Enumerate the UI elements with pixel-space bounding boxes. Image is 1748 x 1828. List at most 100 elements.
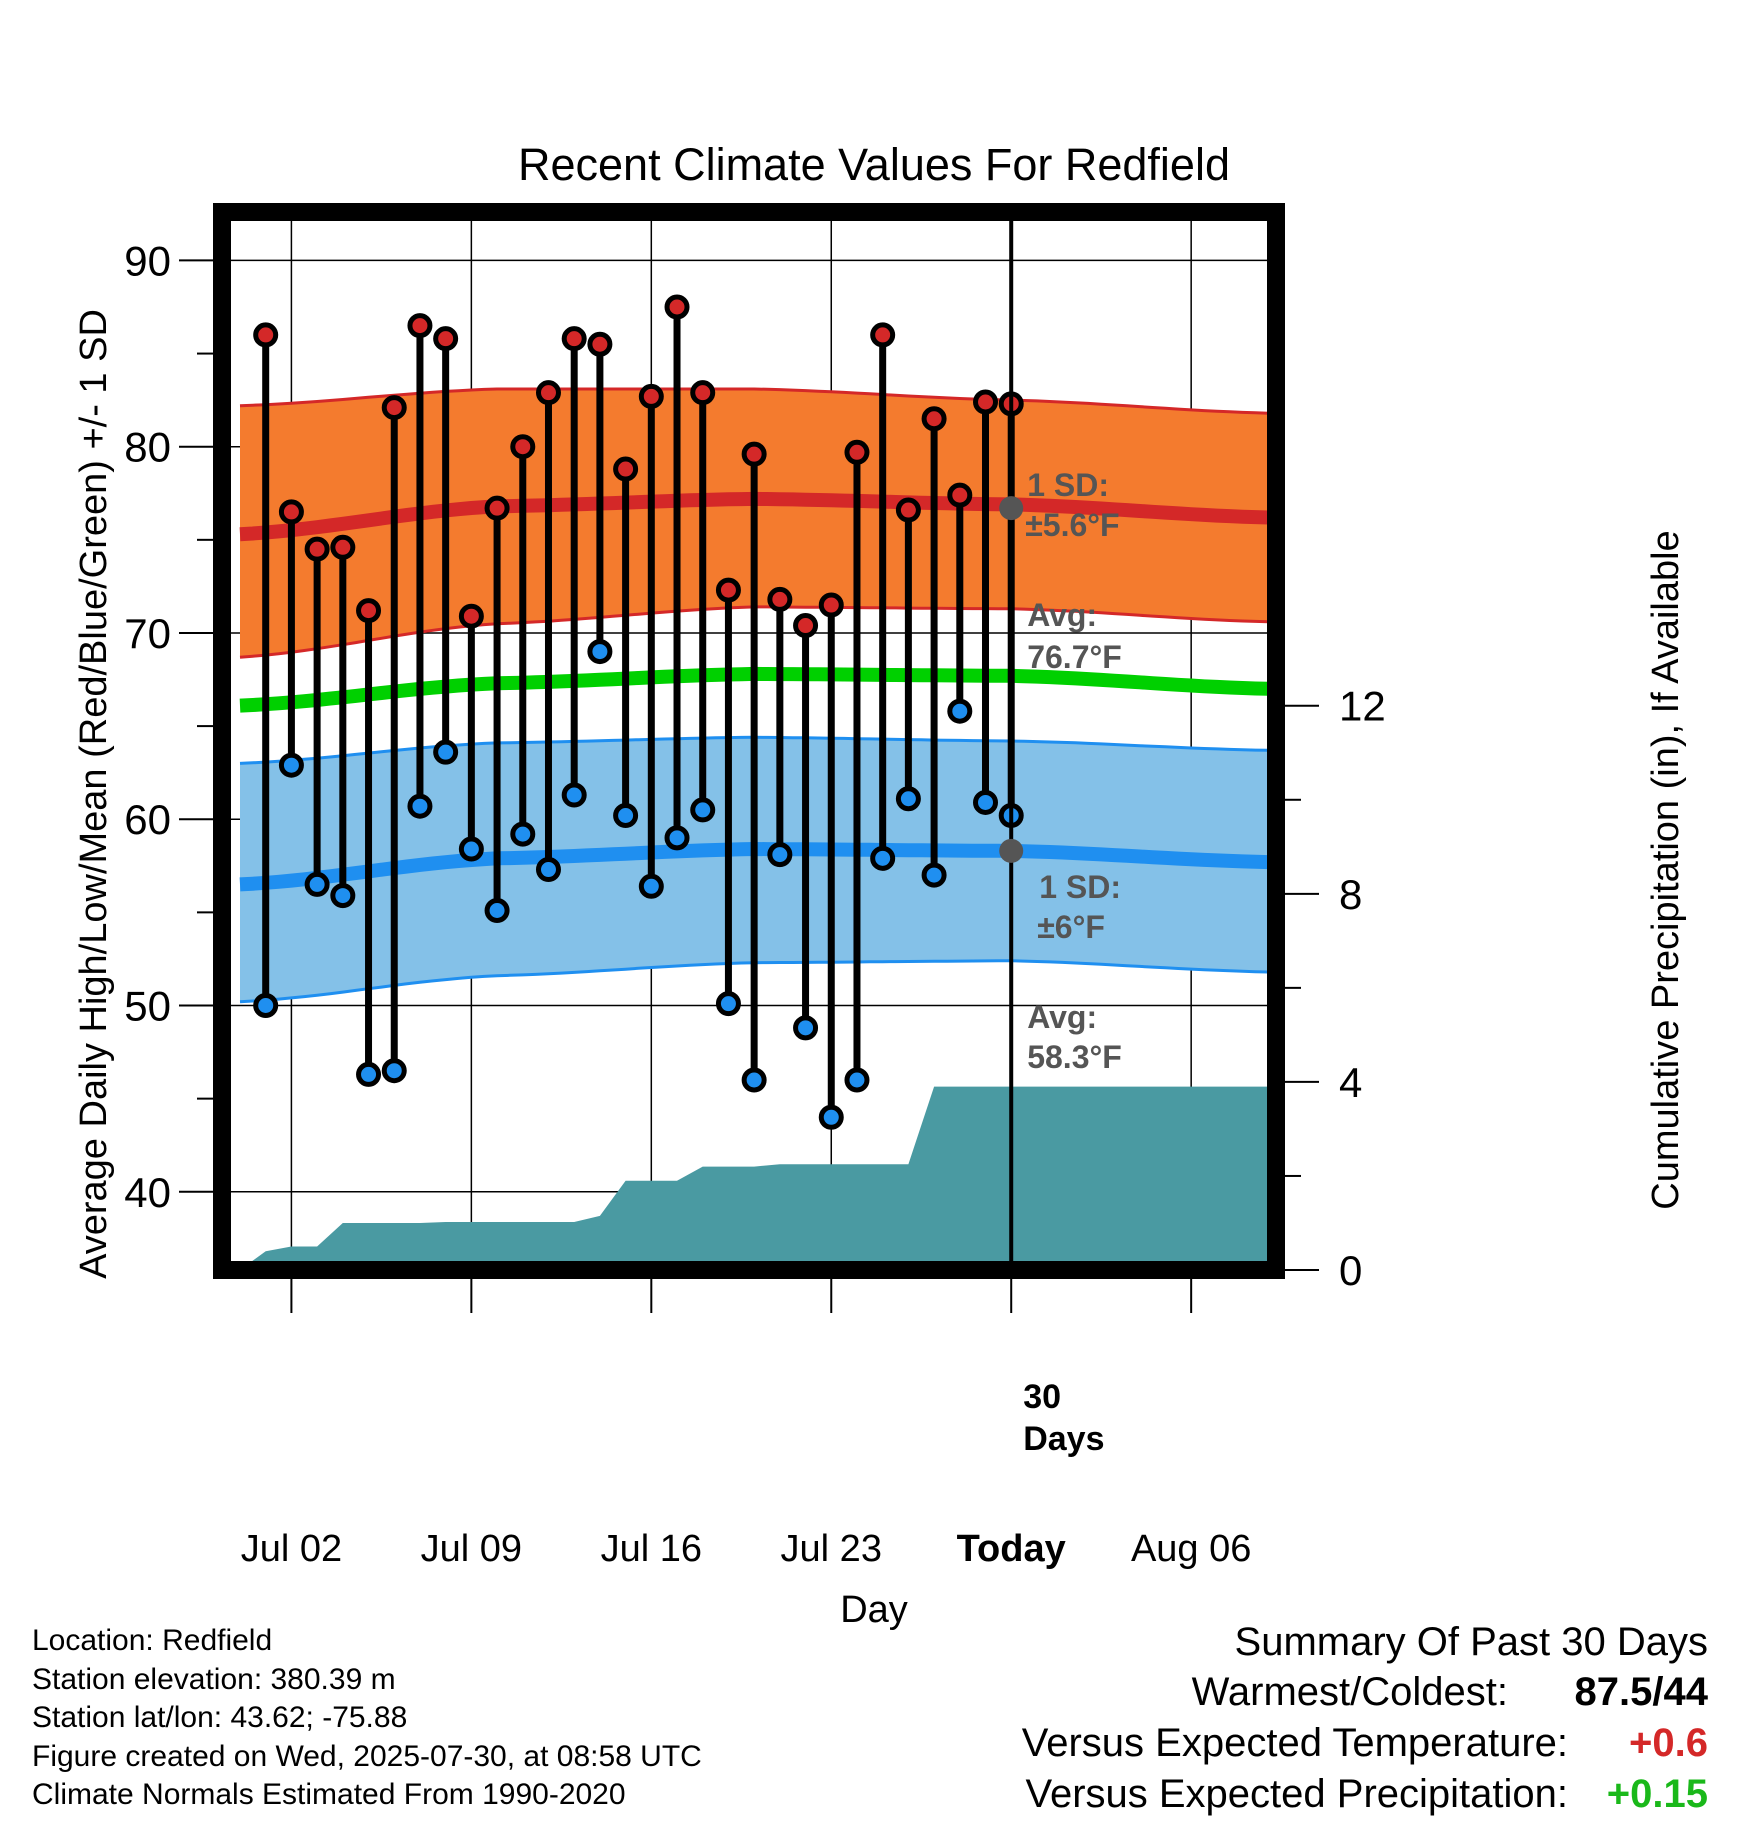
latlon-text: Station lat/lon: 43.62; -75.88 xyxy=(32,1701,408,1734)
plot-frame xyxy=(213,203,1285,1279)
daily-high-point xyxy=(973,389,999,415)
today-low-avg-marker xyxy=(999,838,1024,863)
daily-low-point xyxy=(613,803,639,829)
precipitation-value: +0.15 xyxy=(1606,1772,1708,1816)
daily-low-point xyxy=(870,845,896,871)
daily-low-point xyxy=(330,883,356,909)
x-tick-label: Jul 16 xyxy=(601,1528,702,1570)
daily-low-point xyxy=(253,993,279,1018)
y2-tick-label: 4 xyxy=(1339,1059,1362,1106)
y-tick-label: 40 xyxy=(124,1169,171,1216)
created-text: Figure created on Wed, 2025-07-30, at 08… xyxy=(32,1739,702,1773)
cumulative-precip-area xyxy=(240,1086,1269,1270)
daily-high-point xyxy=(253,322,279,348)
y2-tick-label: 0 xyxy=(1339,1247,1362,1294)
today-high-avg-marker xyxy=(999,496,1024,521)
x-tick-label: Aug 06 xyxy=(1131,1528,1251,1570)
x-tick-label: Jul 02 xyxy=(241,1528,342,1570)
daily-high-point xyxy=(613,456,639,482)
daily-high-point xyxy=(356,598,382,624)
temperature-row: Versus Expected Temperature: +0.6 xyxy=(808,1721,1708,1772)
plot-border xyxy=(213,203,1285,1279)
daily-low-point xyxy=(278,752,304,778)
daily-high-point xyxy=(304,536,330,562)
daily-high-point xyxy=(741,441,767,467)
daily-high-point xyxy=(638,383,664,409)
normals-text: Climate Normals Estimated From 1990-2020 xyxy=(32,1778,626,1811)
daily-high-point xyxy=(278,499,304,525)
high-sd-label: 1 SD: xyxy=(1027,467,1109,503)
daily-high-point xyxy=(793,613,819,639)
daily-low-point xyxy=(818,1104,844,1130)
daily-low-point xyxy=(715,991,741,1017)
x-tick-label: Jul 09 xyxy=(421,1528,522,1570)
daily-low-point xyxy=(793,1015,819,1041)
warmest-label: Warmest/Coldest: xyxy=(1191,1670,1508,1714)
daily-low-point xyxy=(587,639,613,665)
daily-low-point xyxy=(664,825,690,851)
daily-low-point xyxy=(690,797,716,823)
low-avg-label: Avg: xyxy=(1027,999,1097,1035)
temperature-value: +0.6 xyxy=(1629,1721,1708,1765)
daily-high-point xyxy=(458,603,484,629)
daily-low-point xyxy=(356,1061,382,1087)
daily-low-point xyxy=(638,873,664,899)
daily-high-point xyxy=(535,380,561,406)
precipitation-area xyxy=(240,1086,1269,1270)
precipitation-label: Versus Expected Precipitation: xyxy=(1025,1772,1568,1816)
y2-tick-label: 12 xyxy=(1339,683,1386,730)
low-avg-value: 58.3°F xyxy=(1027,1039,1122,1075)
y-tick-label: 80 xyxy=(124,424,171,471)
y2-axis-label: Cumulative Precipitation (in), If Availa… xyxy=(1645,530,1687,1209)
high-avg-value: 76.7°F xyxy=(1027,639,1122,675)
normal-annotations: 1 SD: ±5.6°F Avg: 76.7°F 1 SD: ±6°F Avg: 58.3°F… xyxy=(999,212,1122,1458)
warmest-coldest-row: Warmest/Coldest: 87.5/44 xyxy=(808,1670,1708,1721)
daily-low-point xyxy=(484,898,510,924)
daily-high-point xyxy=(690,380,716,406)
station-info: Location: Redfield Station elevation: 38… xyxy=(32,1622,702,1815)
y-tick-label: 50 xyxy=(124,983,171,1030)
daily-high-point xyxy=(587,331,613,357)
daily-high-point xyxy=(484,495,510,521)
low-sd-label: 1 SD: xyxy=(1039,869,1121,905)
elevation-text: Station elevation: 380.39 m xyxy=(32,1662,396,1696)
precipitation-row: Versus Expected Precipitation: +0.15 xyxy=(808,1772,1708,1823)
x-tick-label: Jul 23 xyxy=(781,1528,882,1570)
daily-low-point xyxy=(458,836,484,862)
summary-panel: Summary Of Past 30 Days Warmest/Coldest:… xyxy=(808,1620,1708,1823)
daily-low-point xyxy=(510,821,536,847)
daily-low-point xyxy=(973,789,999,815)
daily-high-point xyxy=(381,395,407,421)
daily-high-point xyxy=(767,586,793,612)
period-label-days: Days xyxy=(1023,1420,1104,1458)
daily-low-point xyxy=(407,793,433,819)
daily-low-point xyxy=(304,871,330,897)
daily-low-point xyxy=(767,842,793,868)
daily-low-point xyxy=(895,786,921,812)
period-label-number: 30 xyxy=(1023,1378,1061,1416)
daily-high-point xyxy=(510,434,536,460)
summary-title: Summary Of Past 30 Days xyxy=(1234,1620,1708,1664)
daily-high-point xyxy=(947,482,973,508)
daily-low-point xyxy=(947,698,973,724)
chart-title: Recent Climate Values For Redfield xyxy=(518,139,1230,190)
daily-high-point xyxy=(818,592,844,618)
location-text: Location: Redfield xyxy=(32,1624,273,1657)
warmest-value: 87.5/44 xyxy=(1574,1670,1708,1714)
daily-high-point xyxy=(715,577,741,603)
low-sd-value: ±6°F xyxy=(1037,909,1105,945)
daily-high-point xyxy=(870,322,896,348)
y-tick-label: 70 xyxy=(124,610,171,657)
daily-high-point xyxy=(895,497,921,523)
daily-high-point xyxy=(561,326,587,352)
daily-low-point xyxy=(741,1067,767,1093)
daily-high-point xyxy=(921,406,947,432)
axes: 40 50 60 70 80 90 0 4 8 12 Jul 02 Jul 09 Jul 16 Jul 2… xyxy=(73,237,1687,1631)
daily-high-point xyxy=(330,534,356,560)
daily-low-point xyxy=(381,1058,407,1084)
daily-low-point xyxy=(844,1067,870,1093)
daily-high-point xyxy=(407,313,433,339)
x-axis-label: Day xyxy=(840,1589,908,1631)
high-sd-band-upper-edge xyxy=(239,387,1269,415)
